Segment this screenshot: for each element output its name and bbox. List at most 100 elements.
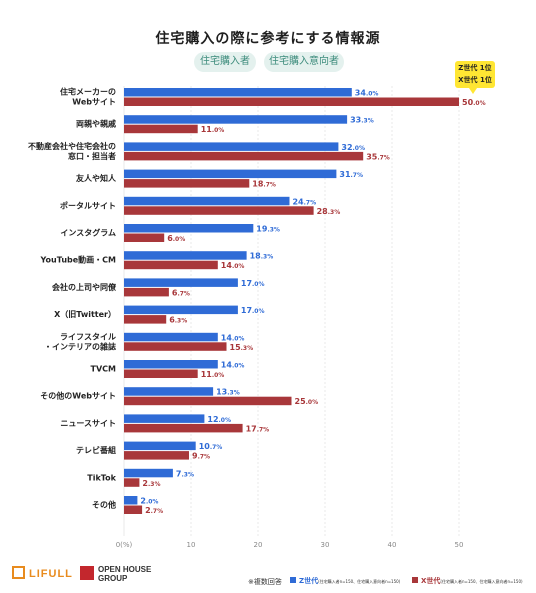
legend-z-label: Z世代 [299, 577, 319, 585]
bar-z [124, 441, 196, 451]
legend-z: Z世代(住宅購入者n=150、住宅購入意向者n=150) [290, 576, 400, 586]
bar-x [124, 342, 227, 351]
data-label: 31.7% [339, 170, 363, 179]
x-tick-label: 30 [321, 541, 330, 549]
bar-x [124, 315, 167, 324]
data-label: 28.3% [317, 207, 341, 216]
category-label: テレビ番組 [76, 445, 116, 455]
bar-x [124, 97, 459, 106]
legend-z-detail: (住宅購入者n=150、住宅購入意向者n=150) [318, 579, 401, 584]
bar-z [124, 414, 205, 423]
data-label: 32.0% [341, 143, 365, 152]
open-house-logo-icon [80, 566, 94, 580]
bar-z [124, 387, 214, 396]
data-label: 6.7% [172, 288, 190, 297]
bar-x [124, 369, 198, 378]
category-label: 不動産会社や住宅会社の [28, 141, 116, 151]
bar-x [124, 124, 198, 134]
x-tick-label: 0(%) [116, 541, 133, 549]
multiple-answer-note: ※複数回答 [248, 578, 282, 586]
category-label: インスタグラム [60, 228, 116, 238]
data-label: 18.3% [250, 252, 274, 261]
bar-x [124, 151, 364, 161]
legend-x: X世代(住宅購入者n=150、住宅購入意向者n=150) [412, 576, 523, 586]
category-label: その他 [92, 500, 116, 510]
bar-x [124, 287, 169, 297]
bar-z [124, 278, 238, 287]
category-label: ・インテリアの雑誌 [44, 341, 116, 351]
data-label: 11.0% [201, 125, 225, 134]
data-label: 14.0% [221, 333, 245, 342]
pill-intender: 住宅購入意向者 [264, 52, 344, 72]
x-tick-label: 50 [455, 541, 464, 549]
callout-x: X世代 1位 [458, 76, 492, 84]
data-label: 10.7% [199, 442, 223, 451]
data-label: 25.0% [295, 397, 319, 406]
bar-x [124, 478, 140, 487]
bar-x [124, 423, 243, 433]
data-label: 34.0% [355, 89, 379, 98]
bar-z [124, 224, 254, 233]
data-label: 24.7% [292, 197, 316, 206]
data-label: 11.0% [201, 370, 225, 379]
category-label: TikTok [87, 473, 116, 482]
bar-z [124, 332, 218, 342]
bar-z [124, 251, 247, 260]
category-label: TVCM [91, 365, 117, 374]
open-house-line2: GROUP [98, 574, 128, 583]
bar-z [124, 496, 138, 505]
category-label: 両親や親戚 [76, 119, 116, 129]
bar-z [124, 115, 348, 124]
bar-z [124, 142, 339, 151]
data-label: 6.3% [169, 316, 187, 325]
category-label: ニュースサイト [60, 419, 116, 428]
bar-z [124, 305, 238, 315]
pill-buyer: 住宅購入者 [194, 52, 256, 72]
data-label: 15.3% [230, 343, 254, 352]
bar-z [124, 468, 173, 478]
open-house-logo-text: OPEN HOUSE GROUP [98, 565, 178, 583]
category-label: Webサイト [72, 98, 116, 107]
data-label: 17.7% [246, 424, 270, 433]
bar-x [124, 505, 143, 514]
callout-tail [469, 88, 477, 94]
category-label: ポータルサイト [60, 200, 116, 210]
data-label: 6.0% [167, 234, 185, 243]
data-label: 7.3% [176, 469, 194, 478]
category-label: その他のWebサイト [40, 391, 116, 401]
legend-x-label: X世代 [421, 577, 441, 585]
data-label: 33.3% [350, 116, 374, 125]
data-label: 2.0% [140, 497, 158, 506]
data-label: 14.0% [221, 261, 245, 270]
legend-x-swatch [412, 577, 418, 583]
data-label: 2.7% [145, 506, 163, 515]
category-label: 窓口・担当者 [68, 151, 116, 161]
data-label: 35.7% [366, 152, 390, 161]
data-label: 13.3% [216, 388, 240, 397]
bar-x [124, 451, 189, 460]
lifull-logo-text: LIFULL [29, 568, 73, 580]
category-label: YouTube動画・CM [39, 255, 116, 265]
data-label: 14.0% [221, 361, 245, 370]
bar-z [124, 360, 218, 369]
x-tick-label: 20 [254, 541, 263, 549]
bar-z [124, 196, 290, 206]
category-label: ライフスタイル [60, 331, 116, 341]
data-label: 2.3% [142, 479, 160, 488]
callout-z: Z世代 1位 [458, 64, 492, 72]
data-label: 17.0% [241, 279, 265, 288]
data-label: 50.0% [462, 98, 486, 107]
category-label: X（旧Twitter） [54, 309, 116, 319]
category-label: 会社の上司や同僚 [52, 282, 117, 292]
page-title: 住宅購入の際に参考にする情報源 [155, 31, 381, 47]
bar-x [124, 233, 165, 242]
category-label: 友人や知人 [75, 173, 117, 183]
category-label: 住宅メーカーの [60, 87, 116, 97]
bar-x [124, 396, 292, 406]
x-tick-label: 10 [187, 541, 196, 549]
rank-callout: Z世代 1位 X世代 1位 [455, 61, 495, 88]
legend-z-swatch [290, 577, 296, 583]
legend-x-detail: (住宅購入者n=150、住宅購入意向者n=150) [440, 579, 523, 584]
bar-z [124, 88, 352, 97]
